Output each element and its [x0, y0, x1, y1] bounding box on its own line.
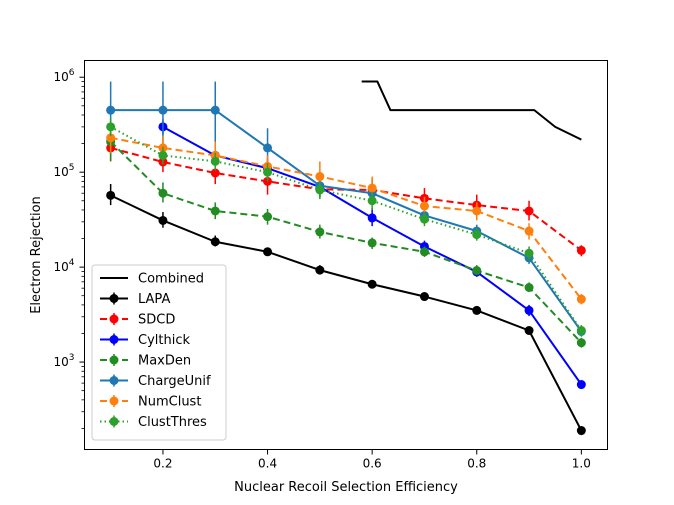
y-tick-exponent: 4: [69, 258, 75, 268]
legend-marker: [109, 396, 119, 406]
x-tick-label: 1.0: [572, 457, 591, 471]
legend-marker: [109, 314, 119, 324]
data-point: [315, 265, 325, 275]
legend-entry-lapa: LAPA: [100, 292, 170, 307]
legend-marker: [109, 417, 119, 426]
data-point: [263, 143, 273, 153]
series-line: [110, 194, 583, 432]
series-line: [110, 125, 583, 332]
data-point: [576, 245, 586, 255]
legend-label: LAPA: [138, 292, 170, 307]
series-line: [110, 146, 582, 252]
data-point: [524, 283, 534, 293]
data-point: [524, 326, 534, 336]
data-point: [263, 212, 273, 222]
data-point: [158, 188, 168, 198]
legend: Combined LAPA SDCD Cylthick MaxDen ChargeUnif…: [91, 264, 227, 441]
data-point: [576, 294, 586, 304]
legend-marker: [109, 355, 119, 365]
legend-entry-chargeunif: ChargeUnif: [100, 374, 211, 389]
y-tick-exponent: 3: [69, 353, 75, 363]
data-point: [524, 248, 534, 258]
series-line: [109, 140, 583, 344]
series-lapa: [106, 184, 586, 436]
data-point: [263, 167, 273, 177]
legend-label: SDCD: [138, 313, 175, 328]
data-point: [419, 292, 429, 302]
series-line: [110, 136, 583, 300]
data-point: [576, 426, 586, 436]
data-point: [158, 105, 168, 115]
data-point: [106, 122, 116, 132]
legend-label: ClustThres: [138, 415, 207, 430]
data-point: [210, 206, 220, 216]
legend-marker: [109, 335, 119, 344]
data-point: [367, 238, 377, 248]
legend-entry-combined: Combined: [100, 272, 204, 287]
x-tick-label: 0.4: [258, 457, 277, 471]
x-tick-label: 0.2: [153, 457, 172, 471]
data-point: [576, 326, 586, 336]
data-point: [576, 338, 586, 348]
series-line: [361, 80, 582, 141]
data-point: [210, 105, 220, 115]
data-point: [524, 226, 534, 236]
legend-label: ChargeUnif: [138, 374, 211, 389]
x-tick-label: 0.6: [363, 457, 382, 471]
data-point: [367, 213, 377, 223]
legend-label: NumClust: [138, 395, 201, 410]
data-point: [524, 305, 534, 315]
data-point: [367, 183, 377, 193]
data-point: [210, 156, 220, 166]
data-point: [158, 150, 168, 160]
legend-entry-maxden: MaxDen: [100, 354, 191, 369]
data-point: [472, 206, 482, 216]
data-point: [367, 279, 377, 289]
data-point: [315, 227, 325, 237]
series-clustthres: [106, 118, 586, 336]
data-point: [106, 133, 116, 143]
data-point: [419, 201, 429, 211]
legend-marker: [109, 294, 119, 303]
legend-marker: [109, 376, 119, 385]
data-point: [419, 214, 429, 224]
legend-entry-clustthres: ClustThres: [100, 415, 207, 430]
data-point: [472, 266, 482, 276]
y-tick-exponent: 5: [69, 163, 75, 173]
data-point: [472, 305, 482, 315]
data-point: [315, 172, 325, 182]
plot-frame: [84, 60, 608, 450]
series-layer: [106, 80, 586, 436]
data-point: [106, 105, 116, 115]
x-tick-label: 0.8: [467, 457, 486, 471]
data-point: [367, 196, 377, 206]
data-point: [210, 237, 220, 247]
x-axis-label: Nuclear Recoil Selection Efficiency: [234, 480, 458, 495]
y-axis-label: Electron Rejection: [29, 196, 44, 314]
data-point: [576, 380, 586, 390]
legend-label: Cylthick: [138, 333, 190, 348]
data-point: [263, 247, 273, 257]
data-point: [419, 247, 429, 257]
data-point: [106, 190, 116, 200]
data-point: [210, 168, 220, 178]
legend-label: Combined: [138, 272, 204, 287]
data-point: [158, 215, 168, 225]
legend-entry-numclust: NumClust: [100, 395, 201, 410]
y-tick-exponent: 6: [69, 68, 75, 78]
series-line: [110, 109, 583, 333]
legend-label: MaxDen: [138, 354, 191, 369]
data-point: [315, 185, 325, 195]
series-combined: [361, 80, 582, 141]
legend-entry-cylthick: Cylthick: [100, 333, 190, 348]
data-point: [524, 206, 534, 216]
legend-box: [91, 264, 227, 441]
data-point: [472, 230, 482, 240]
legend-entry-sdcd: SDCD: [100, 313, 175, 328]
